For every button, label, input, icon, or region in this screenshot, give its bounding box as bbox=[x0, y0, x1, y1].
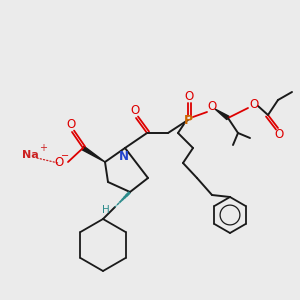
Text: Na: Na bbox=[22, 150, 38, 160]
Text: −: − bbox=[61, 151, 69, 161]
Polygon shape bbox=[82, 146, 105, 162]
Text: O: O bbox=[184, 89, 194, 103]
Text: O: O bbox=[54, 157, 64, 169]
Text: N: N bbox=[119, 149, 129, 163]
Text: +: + bbox=[39, 143, 47, 153]
Text: O: O bbox=[130, 104, 140, 118]
Text: O: O bbox=[274, 128, 284, 142]
Text: H: H bbox=[102, 205, 110, 215]
Text: P: P bbox=[183, 113, 193, 127]
Text: O: O bbox=[249, 98, 259, 110]
Polygon shape bbox=[215, 109, 229, 120]
Text: O: O bbox=[207, 100, 217, 113]
Text: O: O bbox=[66, 118, 76, 131]
